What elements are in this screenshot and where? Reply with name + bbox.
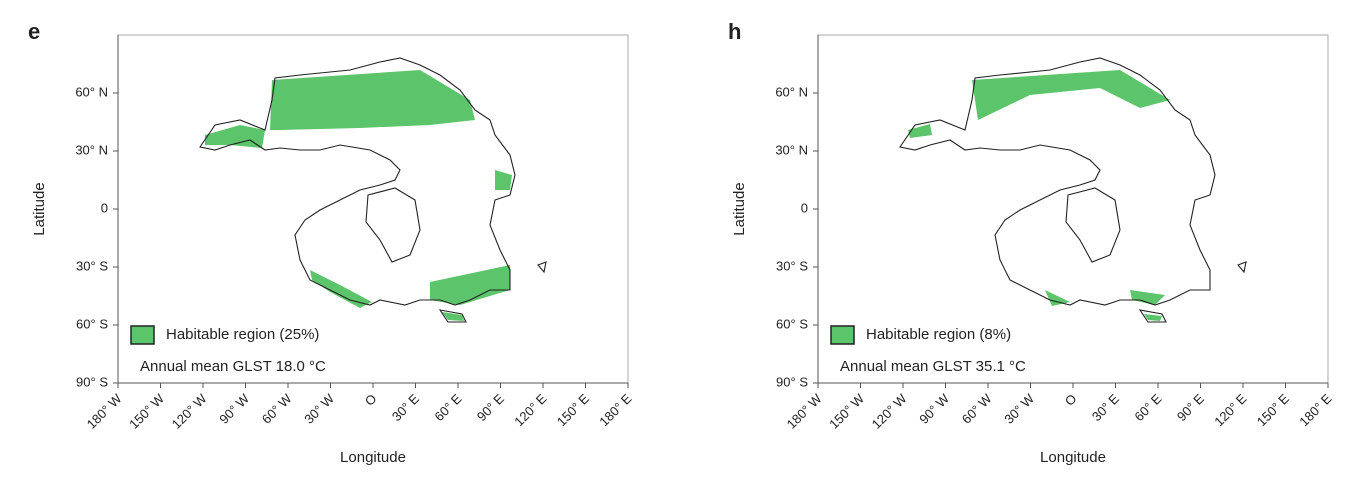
map-panel-e-shapes (199, 57, 547, 323)
y-tick-label: 90° S (76, 374, 108, 389)
habitable-region (908, 70, 1170, 321)
x-tick-label: 180° E (596, 391, 635, 430)
x-tick-label: 120° W (169, 390, 210, 431)
y-tick-label: 90° S (776, 374, 808, 389)
x-tick-label: 150° E (554, 391, 593, 430)
map-panel-h-shapes (899, 57, 1247, 323)
x-tick-label: 90° W (216, 390, 252, 426)
x-tick-label: 180° E (1296, 391, 1335, 430)
x-tick-label: 120° E (511, 391, 550, 430)
x-tick-label: 120° E (1211, 391, 1250, 430)
x-tick-label: 60° E (1131, 391, 1164, 424)
x-tick-label: 30° E (389, 391, 422, 424)
y-tick-label: 0 (801, 200, 808, 215)
land-outline (899, 57, 1247, 323)
x-tick-label: 60° E (431, 391, 464, 424)
legend-swatch (130, 325, 155, 345)
y-axis-label: Latitude (731, 182, 748, 235)
x-axis-label: Longitude (340, 449, 406, 466)
x-tick-label: 150° W (126, 390, 167, 431)
x-tick-label: 30° E (1089, 391, 1122, 424)
y-tick-label: 30° N (775, 142, 808, 157)
y-tick-label: 0 (101, 200, 108, 215)
x-tick-label: 90° W (916, 390, 952, 426)
legend-label: Habitable region (25%) (166, 326, 319, 343)
y-tick-label: 30° S (776, 258, 808, 273)
x-tick-label: 120° W (869, 390, 910, 431)
annotation: Annual mean GLST 18.0 °C (140, 358, 326, 375)
x-tick-label: 150° E (1254, 391, 1293, 430)
x-tick-label: 30° W (301, 390, 337, 426)
x-tick-label: 30° W (1001, 390, 1037, 426)
x-tick-label: 150° W (826, 390, 867, 431)
y-axis-label: Latitude (31, 182, 48, 235)
x-axis-label: Longitude (1040, 449, 1106, 466)
y-tick-label: 60° S (76, 316, 108, 331)
habitable-region (205, 70, 512, 321)
annotation: Annual mean GLST 35.1 °C (840, 358, 1026, 375)
x-tick-label: 60° W (259, 390, 295, 426)
x-tick-label: O (362, 391, 380, 409)
y-tick-label: 60° N (775, 84, 808, 99)
x-tick-label: 180° W (84, 390, 125, 431)
x-tick-label: 90° E (1174, 391, 1207, 424)
legend-label: Habitable region (8%) (866, 326, 1011, 343)
y-tick-label: 60° S (776, 316, 808, 331)
x-tick-label: 60° W (959, 390, 995, 426)
panel-label: e (28, 19, 40, 44)
legend-swatch (830, 325, 855, 345)
y-tick-label: 60° N (75, 84, 108, 99)
x-tick-label: O (1062, 391, 1080, 409)
y-tick-label: 30° S (76, 258, 108, 273)
x-tick-label: 180° W (784, 390, 825, 431)
x-tick-label: 90° E (474, 391, 507, 424)
panel-label: h (728, 19, 741, 44)
y-tick-label: 30° N (75, 142, 108, 157)
